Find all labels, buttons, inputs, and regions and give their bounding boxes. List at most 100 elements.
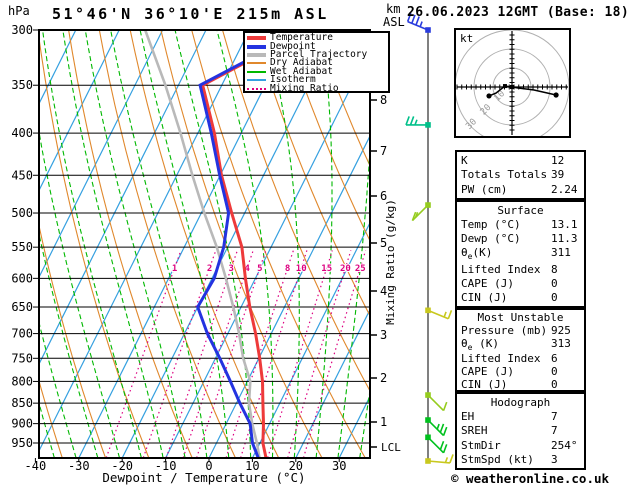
table-row: K 12 [457,154,584,167]
table-row: StmDir 254° [457,439,584,452]
wind-barb-level-marker [425,392,431,398]
mixing-ratio-axis-title: Mixing Ratio (g/kg) [384,199,397,325]
wind-barb-line [406,12,412,22]
wind-barb-level-marker [425,458,431,464]
table-row-label: Totals Totals [461,168,548,182]
table-row: SREH 7 [457,424,584,437]
pressure-tick-label: 450 [11,168,33,182]
table-row: StmSpd (kt) 3 [457,453,584,466]
dry-adiabat-line [619,24,629,460]
temp-tick-label: -30 [68,459,90,473]
table-row-value: 254° [551,438,578,452]
mixing-ratio-line [225,250,294,458]
table-row-value: 7 [551,410,558,424]
table-row: θe(K) 311 [457,246,584,261]
legend-swatch-mixing-ratio [247,87,266,90]
wet-adiabat-line [216,30,274,458]
wind-barb [425,307,453,320]
km-tick-label: 8 [380,93,387,107]
table-row-value: 0 [551,277,558,291]
table-row-label: K [461,153,468,167]
mixing-ratio-line [165,250,238,458]
table-row: Lifted Index 8 [457,263,584,276]
km-tick-label: 2 [380,371,387,385]
pressure-axis-unit: hPa [8,4,30,18]
wind-barb-line [409,116,415,126]
wind-barb-line [427,309,449,320]
table-row: Temp (°C) 13.1 [457,218,584,231]
wind-barb-line [439,440,445,450]
table-row-label: PW (cm) [461,183,508,197]
table-row-value: 6 [551,352,558,366]
legend: Temperature Dewpoint Parcel Trajectory Dry … [243,31,390,93]
legend-label: Mixing Ratio [270,82,339,94]
legend-label: Parcel Trajectory [270,48,368,60]
wind-barb-line [449,454,454,464]
pressure-tick-label: 700 [11,327,33,341]
table-row-value: 13.1 [551,217,578,231]
table-row-value: 39 [551,168,565,182]
wind-barb-level-marker [425,27,431,33]
pressure-tick-label: 350 [11,78,33,92]
wet-adiabat-line [337,140,370,458]
legend-item: Parcel Trajectory [247,48,388,60]
km-tick-label: 4 [380,284,387,298]
wind-barb-line [411,211,417,221]
wind-barb [411,202,431,222]
km-tick-label: 6 [380,189,387,203]
km-tick-label: 1 [380,415,387,429]
table-row: Totals Totals 39 [457,168,584,181]
wind-barb-line [439,423,445,433]
table-row-value: 0 [551,378,558,392]
isotherm-line [121,30,337,458]
wind-barb-line [411,14,416,24]
wind-barb-level-marker [425,417,431,423]
table-row-label: θe(K) [461,246,493,262]
x-axis-title: Dewpoint / Temperature (°C) [102,470,305,485]
legend-label: Dewpoint [270,40,316,52]
table-row-label: CIN (J) [461,291,508,305]
legend-label: Dry Adiabat [270,57,333,69]
legend-swatch-parcel-trajectory [247,52,266,57]
dry-adiabat-line [588,24,629,460]
mixing-ratio-line [240,250,308,458]
table-row-value: 311 [551,246,571,260]
pressure-tick-label: 500 [11,206,33,220]
altitude-axis-unit-km: km [386,2,401,16]
table-row: EH 7 [457,410,584,423]
table-row-label: SREH [461,424,488,438]
wind-barb-level-marker [425,122,431,128]
legend-item: Isotherm [247,75,388,84]
table-row-label: Lifted Index [461,262,541,276]
wind-barb [425,454,454,464]
pressure-tick-label: 900 [11,417,33,431]
pressure-tick-label: 750 [11,351,33,365]
wind-barb-line [407,20,429,31]
table-row-label: Temp (°C) [461,217,521,231]
wind-barb-level-marker [425,202,431,208]
mixing-ratio-line [105,250,182,458]
wind-barb-line [436,423,440,430]
temp-tick-label: 0 [205,459,212,473]
table-title: Most Unstable [477,311,564,324]
table-row-label: θe (K) [461,337,499,353]
mixing-ratio-value-label: 4 [244,264,250,274]
wind-barb [405,116,431,128]
temp-tick-label: 30 [332,459,346,473]
table-row-value: 7 [551,424,558,438]
table-row-value: 313 [551,337,571,350]
mixing-ratio-line [196,250,267,458]
wind-barb-line [427,460,450,464]
wind-barb-line [414,211,419,218]
table-row-value: 925 [551,324,571,337]
dry-adiabat-line [129,30,280,458]
mixing-ratio-line [182,250,254,458]
table-row: PW (cm) 2.24 [457,183,584,196]
pressure-tick-label: 850 [11,396,33,410]
lcl-label: LCL [381,441,401,454]
table-hodograph: Hodograph EH 7 SREH 7 StmDir 254° StmSpd (kt) 3 [455,392,586,470]
pressure-tick-label: 800 [11,374,33,388]
wet-adiabat-line [84,30,186,458]
